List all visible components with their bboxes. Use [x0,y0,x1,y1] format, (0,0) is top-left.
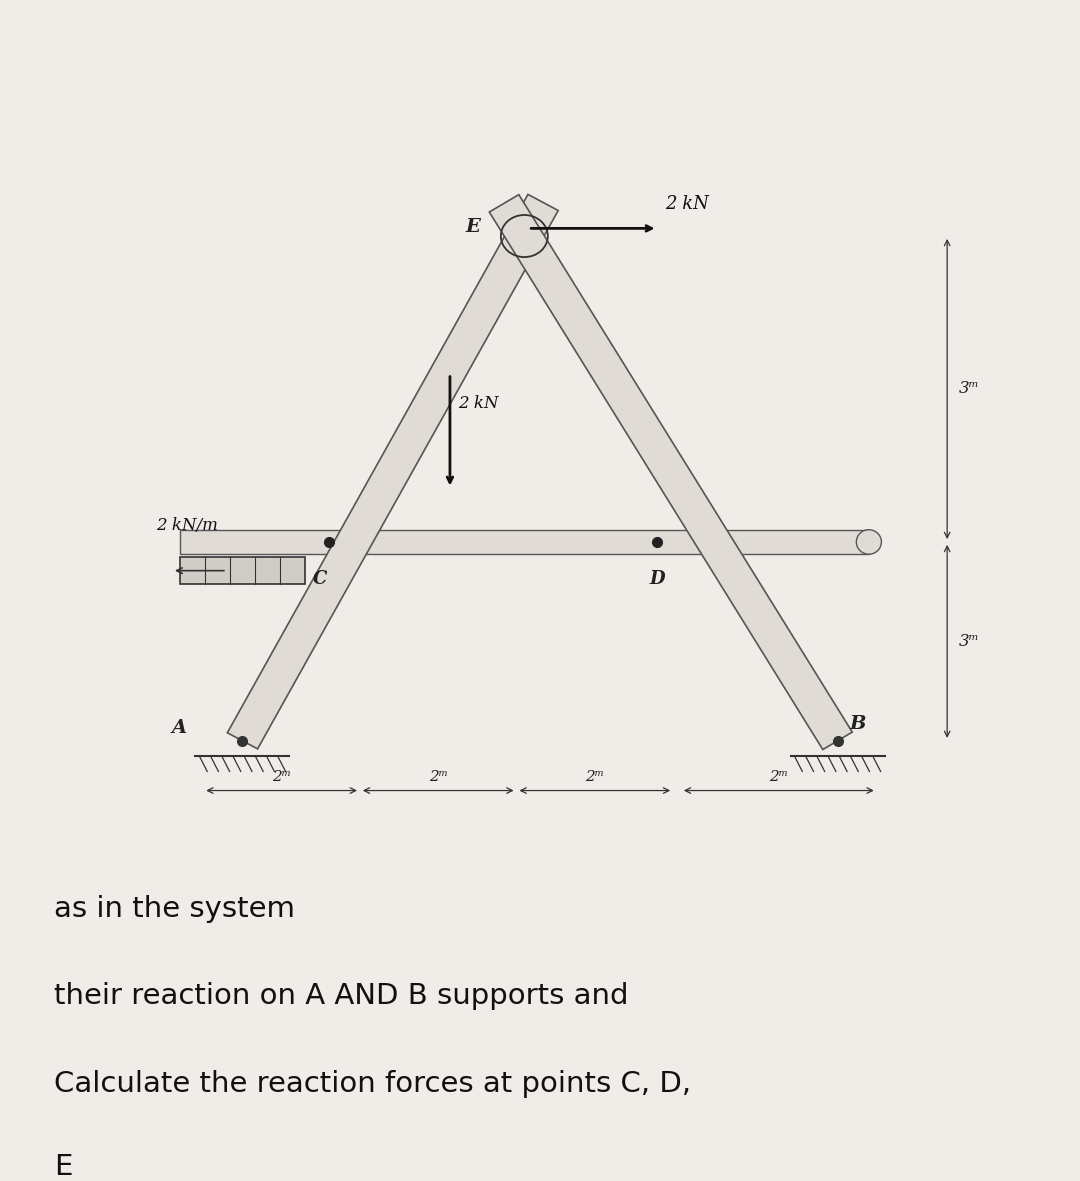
Text: E: E [465,218,481,236]
Polygon shape [179,530,868,554]
Circle shape [856,530,881,554]
Text: C: C [313,570,327,588]
Text: E: E [54,1153,72,1181]
Polygon shape [489,195,852,750]
Text: D: D [650,570,665,588]
Text: 2 kN: 2 kN [458,396,498,412]
Text: Calculate the reaction forces at points C, D,: Calculate the reaction forces at points … [54,1070,691,1097]
Text: 2ᵐ: 2ᵐ [429,770,448,784]
Text: 3ᵐ: 3ᵐ [959,380,980,398]
Text: as in the system: as in the system [54,895,295,924]
Text: B: B [849,716,866,733]
Text: their reaction on A AND B supports and: their reaction on A AND B supports and [54,983,629,1011]
Text: 3ᵐ: 3ᵐ [959,633,980,650]
Text: 2 kN: 2 kN [665,195,710,214]
Polygon shape [227,195,558,749]
Bar [179,557,306,585]
Text: 2 kN/m: 2 kN/m [157,517,218,535]
Text: 2ᵐ: 2ᵐ [272,770,292,784]
Text: A: A [172,719,187,737]
Text: 2ᵐ: 2ᵐ [585,770,605,784]
Text: 2ᵐ: 2ᵐ [769,770,788,784]
